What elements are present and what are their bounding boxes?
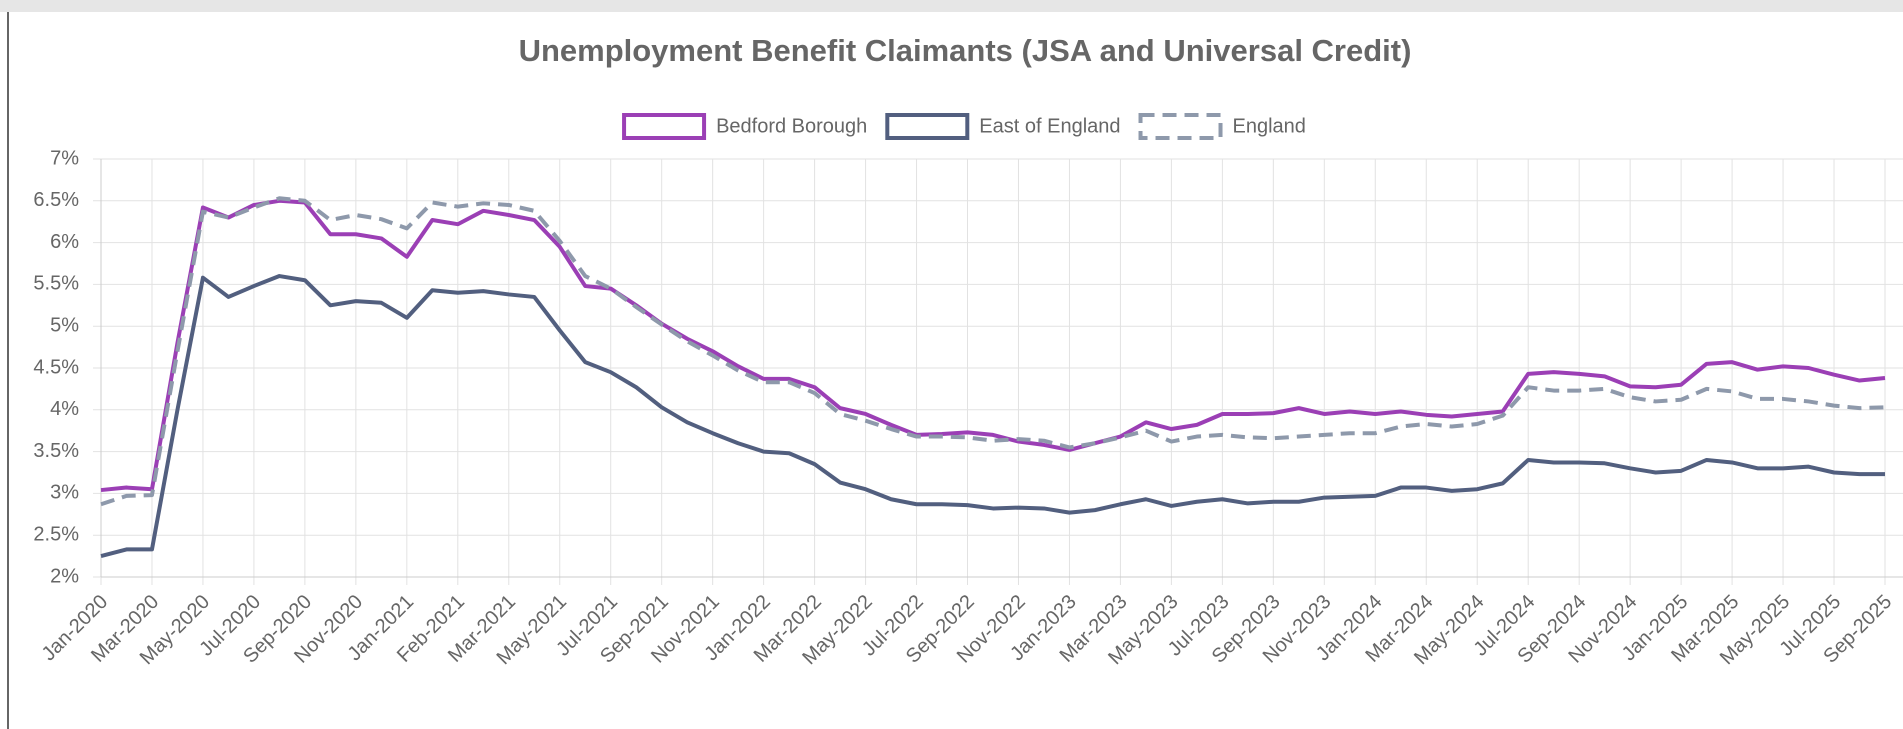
- legend-label: England: [1233, 115, 1306, 137]
- series-line: [100, 274, 1885, 559]
- series-line: [100, 198, 1886, 493]
- series-line: [100, 196, 1886, 507]
- y-tick-label: 4.5%: [33, 356, 79, 378]
- legend-swatch: [1138, 113, 1223, 140]
- y-tick-label: 3%: [50, 482, 79, 504]
- chart-title: Unemployment Benefit Claimants (JSA and …: [519, 33, 1412, 68]
- y-tick-label: 6%: [50, 231, 79, 253]
- legend-item: England: [1138, 113, 1306, 140]
- legend-label: East of England: [979, 115, 1120, 137]
- y-tick-label: 5%: [50, 314, 79, 336]
- y-tick-label: 7%: [50, 147, 79, 169]
- y-tick-label: 2.5%: [33, 523, 79, 545]
- top-bar: [0, 0, 1903, 12]
- legend-label: Bedford Borough: [716, 115, 867, 137]
- legend: Bedford Borough East of England England: [622, 113, 1306, 140]
- legend-swatch: [885, 113, 970, 140]
- y-tick-label: 3.5%: [33, 440, 79, 462]
- y-tick-label: 4%: [50, 398, 79, 420]
- y-tick-label: 5.5%: [33, 273, 79, 295]
- y-tick-label: 6.5%: [33, 189, 79, 211]
- legend-item: East of England: [885, 113, 1121, 140]
- y-tick-label: 2%: [50, 565, 79, 587]
- legend-swatch: [622, 113, 707, 140]
- legend-item: Bedford Borough: [622, 113, 867, 140]
